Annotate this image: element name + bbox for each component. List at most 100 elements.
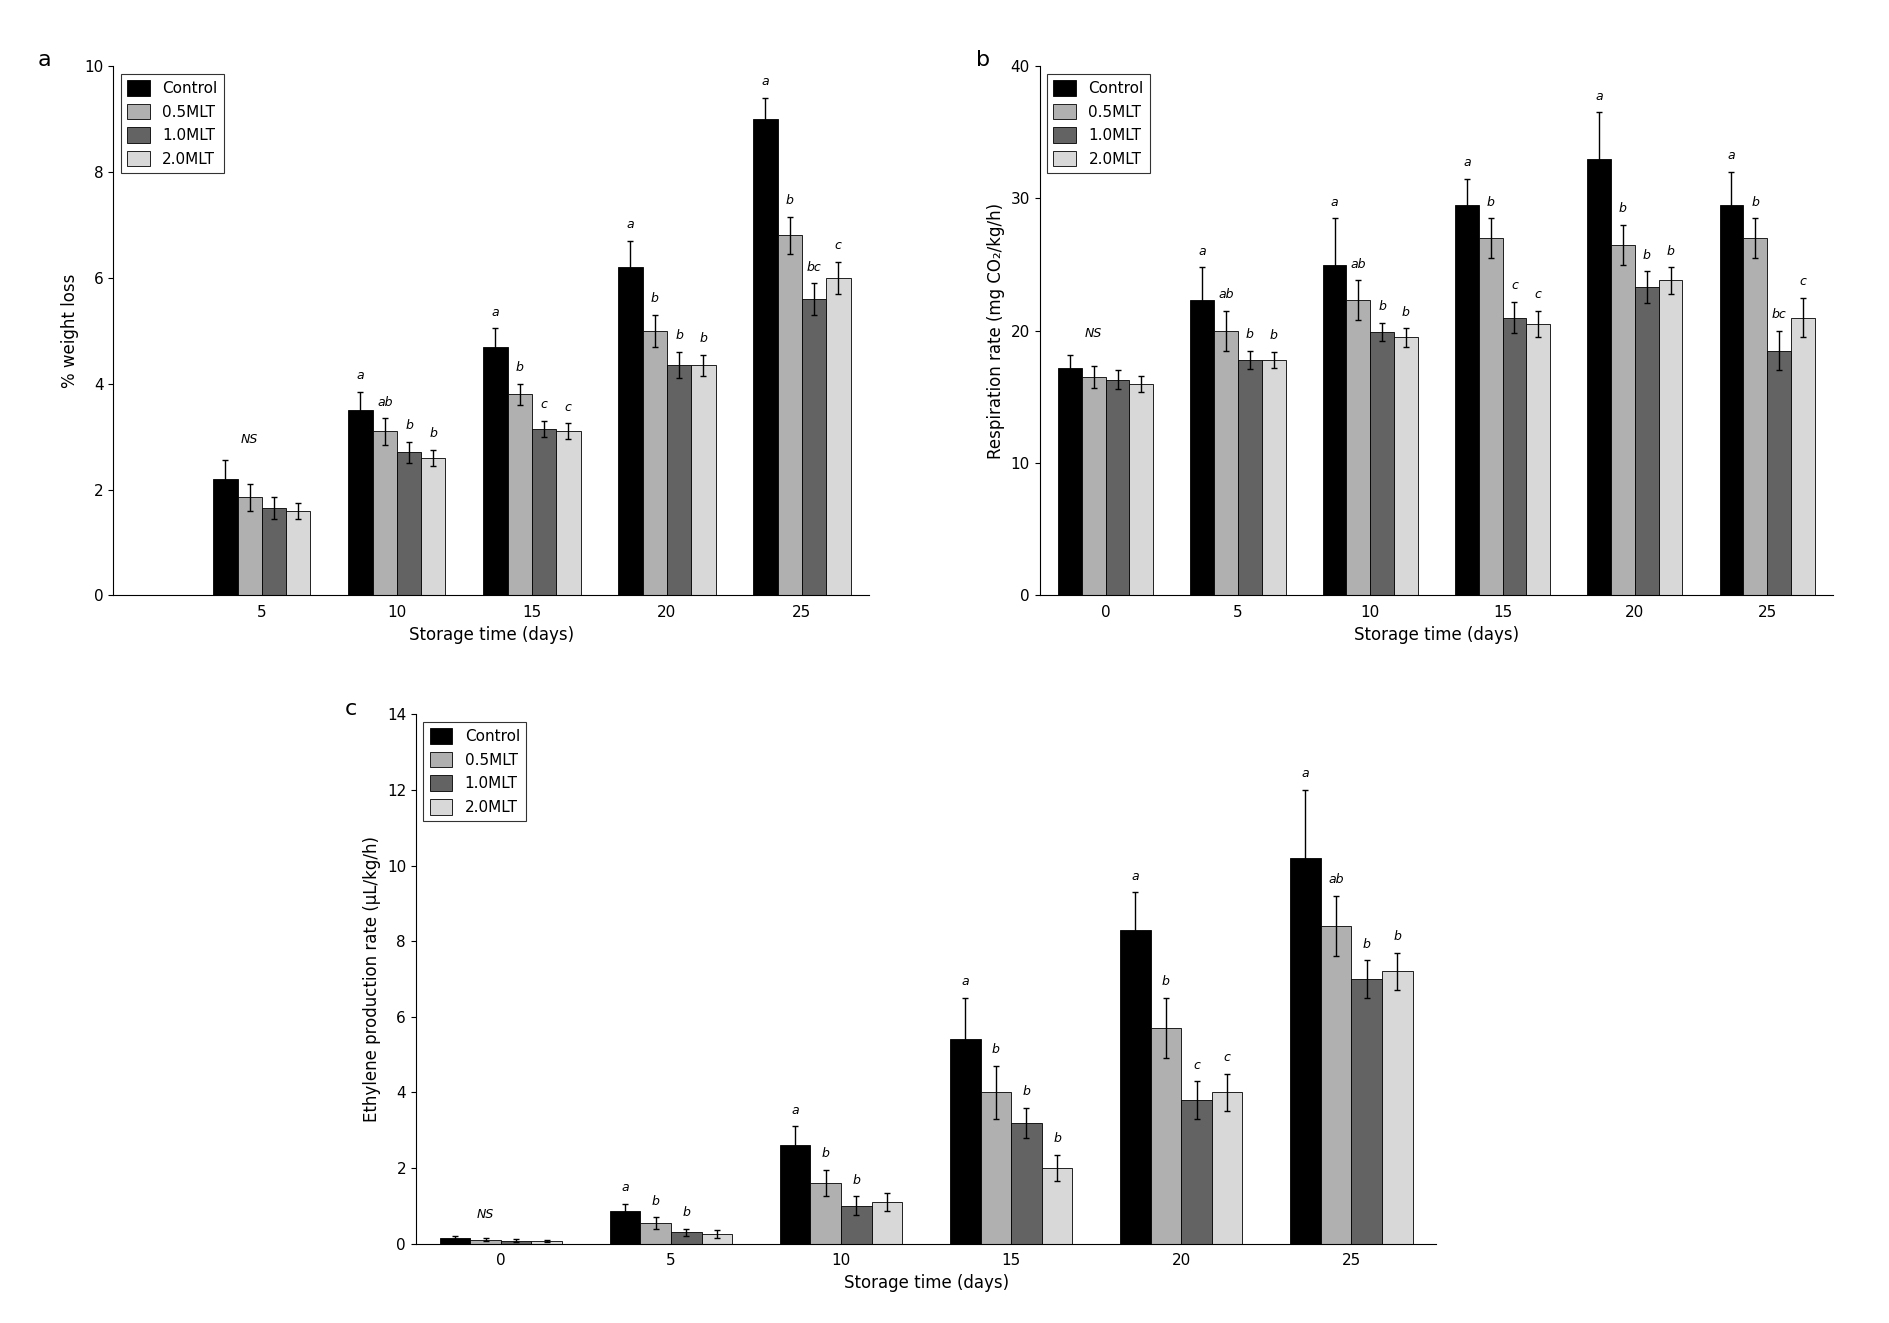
Bar: [980, 1093, 1011, 1244]
X-axis label: Storage time (days): Storage time (days): [1353, 626, 1519, 643]
Bar: [372, 431, 397, 595]
Bar: [950, 1040, 980, 1244]
Bar: [397, 452, 421, 595]
Text: b: b: [1245, 328, 1252, 341]
Bar: [1290, 859, 1320, 1244]
Text: b: b: [822, 1147, 829, 1160]
Bar: [1742, 238, 1766, 595]
Text: b: b: [1666, 245, 1674, 258]
Bar: [1320, 926, 1351, 1244]
Bar: [1502, 318, 1526, 595]
Bar: [531, 429, 555, 595]
Bar: [348, 410, 372, 595]
Text: NS: NS: [242, 433, 259, 446]
Text: b: b: [429, 427, 436, 441]
Bar: [1370, 332, 1394, 595]
Bar: [1609, 245, 1634, 595]
Y-axis label: % weight loss: % weight loss: [60, 274, 79, 388]
Text: b: b: [1392, 930, 1400, 943]
Bar: [1526, 324, 1549, 595]
Text: b: b: [1022, 1085, 1030, 1098]
Bar: [470, 1240, 501, 1244]
Bar: [871, 1203, 901, 1244]
Text: a: a: [1594, 90, 1602, 103]
Bar: [825, 278, 850, 595]
Bar: [1394, 337, 1417, 595]
Text: a: a: [1302, 767, 1309, 781]
Legend: Control, 0.5MLT, 1.0MLT, 2.0MLT: Control, 0.5MLT, 1.0MLT, 2.0MLT: [1047, 74, 1149, 173]
Text: c: c: [540, 398, 548, 411]
Text: b: b: [1619, 202, 1626, 216]
Text: a: a: [761, 75, 769, 89]
Bar: [263, 508, 285, 595]
Text: b: b: [404, 419, 414, 433]
Text: b: b: [1377, 300, 1385, 314]
Text: b: b: [852, 1174, 859, 1187]
Bar: [1719, 205, 1742, 595]
Bar: [484, 347, 508, 595]
Bar: [780, 1146, 810, 1244]
Bar: [1455, 205, 1477, 595]
Bar: [671, 1232, 701, 1244]
Bar: [1351, 979, 1381, 1244]
X-axis label: Storage time (days): Storage time (days): [408, 626, 574, 643]
Bar: [1190, 300, 1213, 595]
Bar: [1766, 351, 1791, 595]
Text: bc: bc: [1770, 308, 1785, 321]
Text: b: b: [1362, 938, 1370, 951]
Bar: [1345, 300, 1370, 595]
Text: a: a: [962, 975, 969, 988]
Text: c: c: [344, 699, 357, 718]
Text: a: a: [791, 1103, 799, 1117]
Text: NS: NS: [1084, 327, 1101, 340]
Text: a: a: [1330, 196, 1337, 209]
Bar: [667, 365, 691, 595]
Text: a: a: [1198, 245, 1205, 258]
Text: c: c: [1798, 275, 1806, 288]
Legend: Control, 0.5MLT, 1.0MLT, 2.0MLT: Control, 0.5MLT, 1.0MLT, 2.0MLT: [423, 722, 525, 822]
Bar: [1081, 377, 1105, 595]
Text: NS: NS: [476, 1208, 493, 1221]
Bar: [801, 299, 825, 595]
Text: c: c: [835, 239, 841, 253]
Bar: [1105, 380, 1130, 595]
Text: c: c: [1222, 1050, 1230, 1064]
Bar: [1213, 331, 1237, 595]
Bar: [841, 1205, 871, 1244]
Bar: [1011, 1123, 1041, 1244]
Bar: [1634, 287, 1659, 595]
Bar: [508, 394, 531, 595]
Text: b: b: [699, 332, 706, 345]
Bar: [1058, 368, 1081, 595]
Bar: [440, 1238, 470, 1244]
Bar: [691, 365, 716, 595]
Text: b: b: [1751, 196, 1759, 209]
Text: a: a: [1727, 149, 1734, 163]
Text: b: b: [682, 1207, 689, 1218]
Bar: [1381, 971, 1411, 1244]
Text: c: c: [565, 401, 572, 414]
Y-axis label: Respiration rate (mg CO₂/kg/h): Respiration rate (mg CO₂/kg/h): [986, 202, 1005, 459]
Text: a: a: [491, 306, 499, 319]
Text: a: a: [1462, 156, 1470, 169]
Bar: [1181, 1099, 1211, 1244]
Bar: [642, 331, 667, 595]
Text: bc: bc: [807, 261, 822, 274]
Bar: [618, 267, 642, 595]
Bar: [238, 497, 263, 595]
Bar: [754, 119, 776, 595]
Bar: [1120, 930, 1150, 1244]
Bar: [1237, 360, 1262, 595]
Bar: [1262, 360, 1285, 595]
Legend: Control, 0.5MLT, 1.0MLT, 2.0MLT: Control, 0.5MLT, 1.0MLT, 2.0MLT: [121, 74, 223, 173]
Text: b: b: [1269, 329, 1277, 343]
Text: a: a: [621, 1181, 629, 1195]
Bar: [1150, 1028, 1181, 1244]
Y-axis label: Ethylene production rate (μL/kg/h): Ethylene production rate (μL/kg/h): [363, 836, 382, 1122]
Text: b: b: [1402, 306, 1409, 319]
Bar: [1587, 159, 1609, 595]
Text: a: a: [627, 218, 635, 232]
Text: b: b: [516, 361, 523, 374]
Text: b: b: [1162, 975, 1169, 988]
Bar: [1659, 280, 1681, 595]
